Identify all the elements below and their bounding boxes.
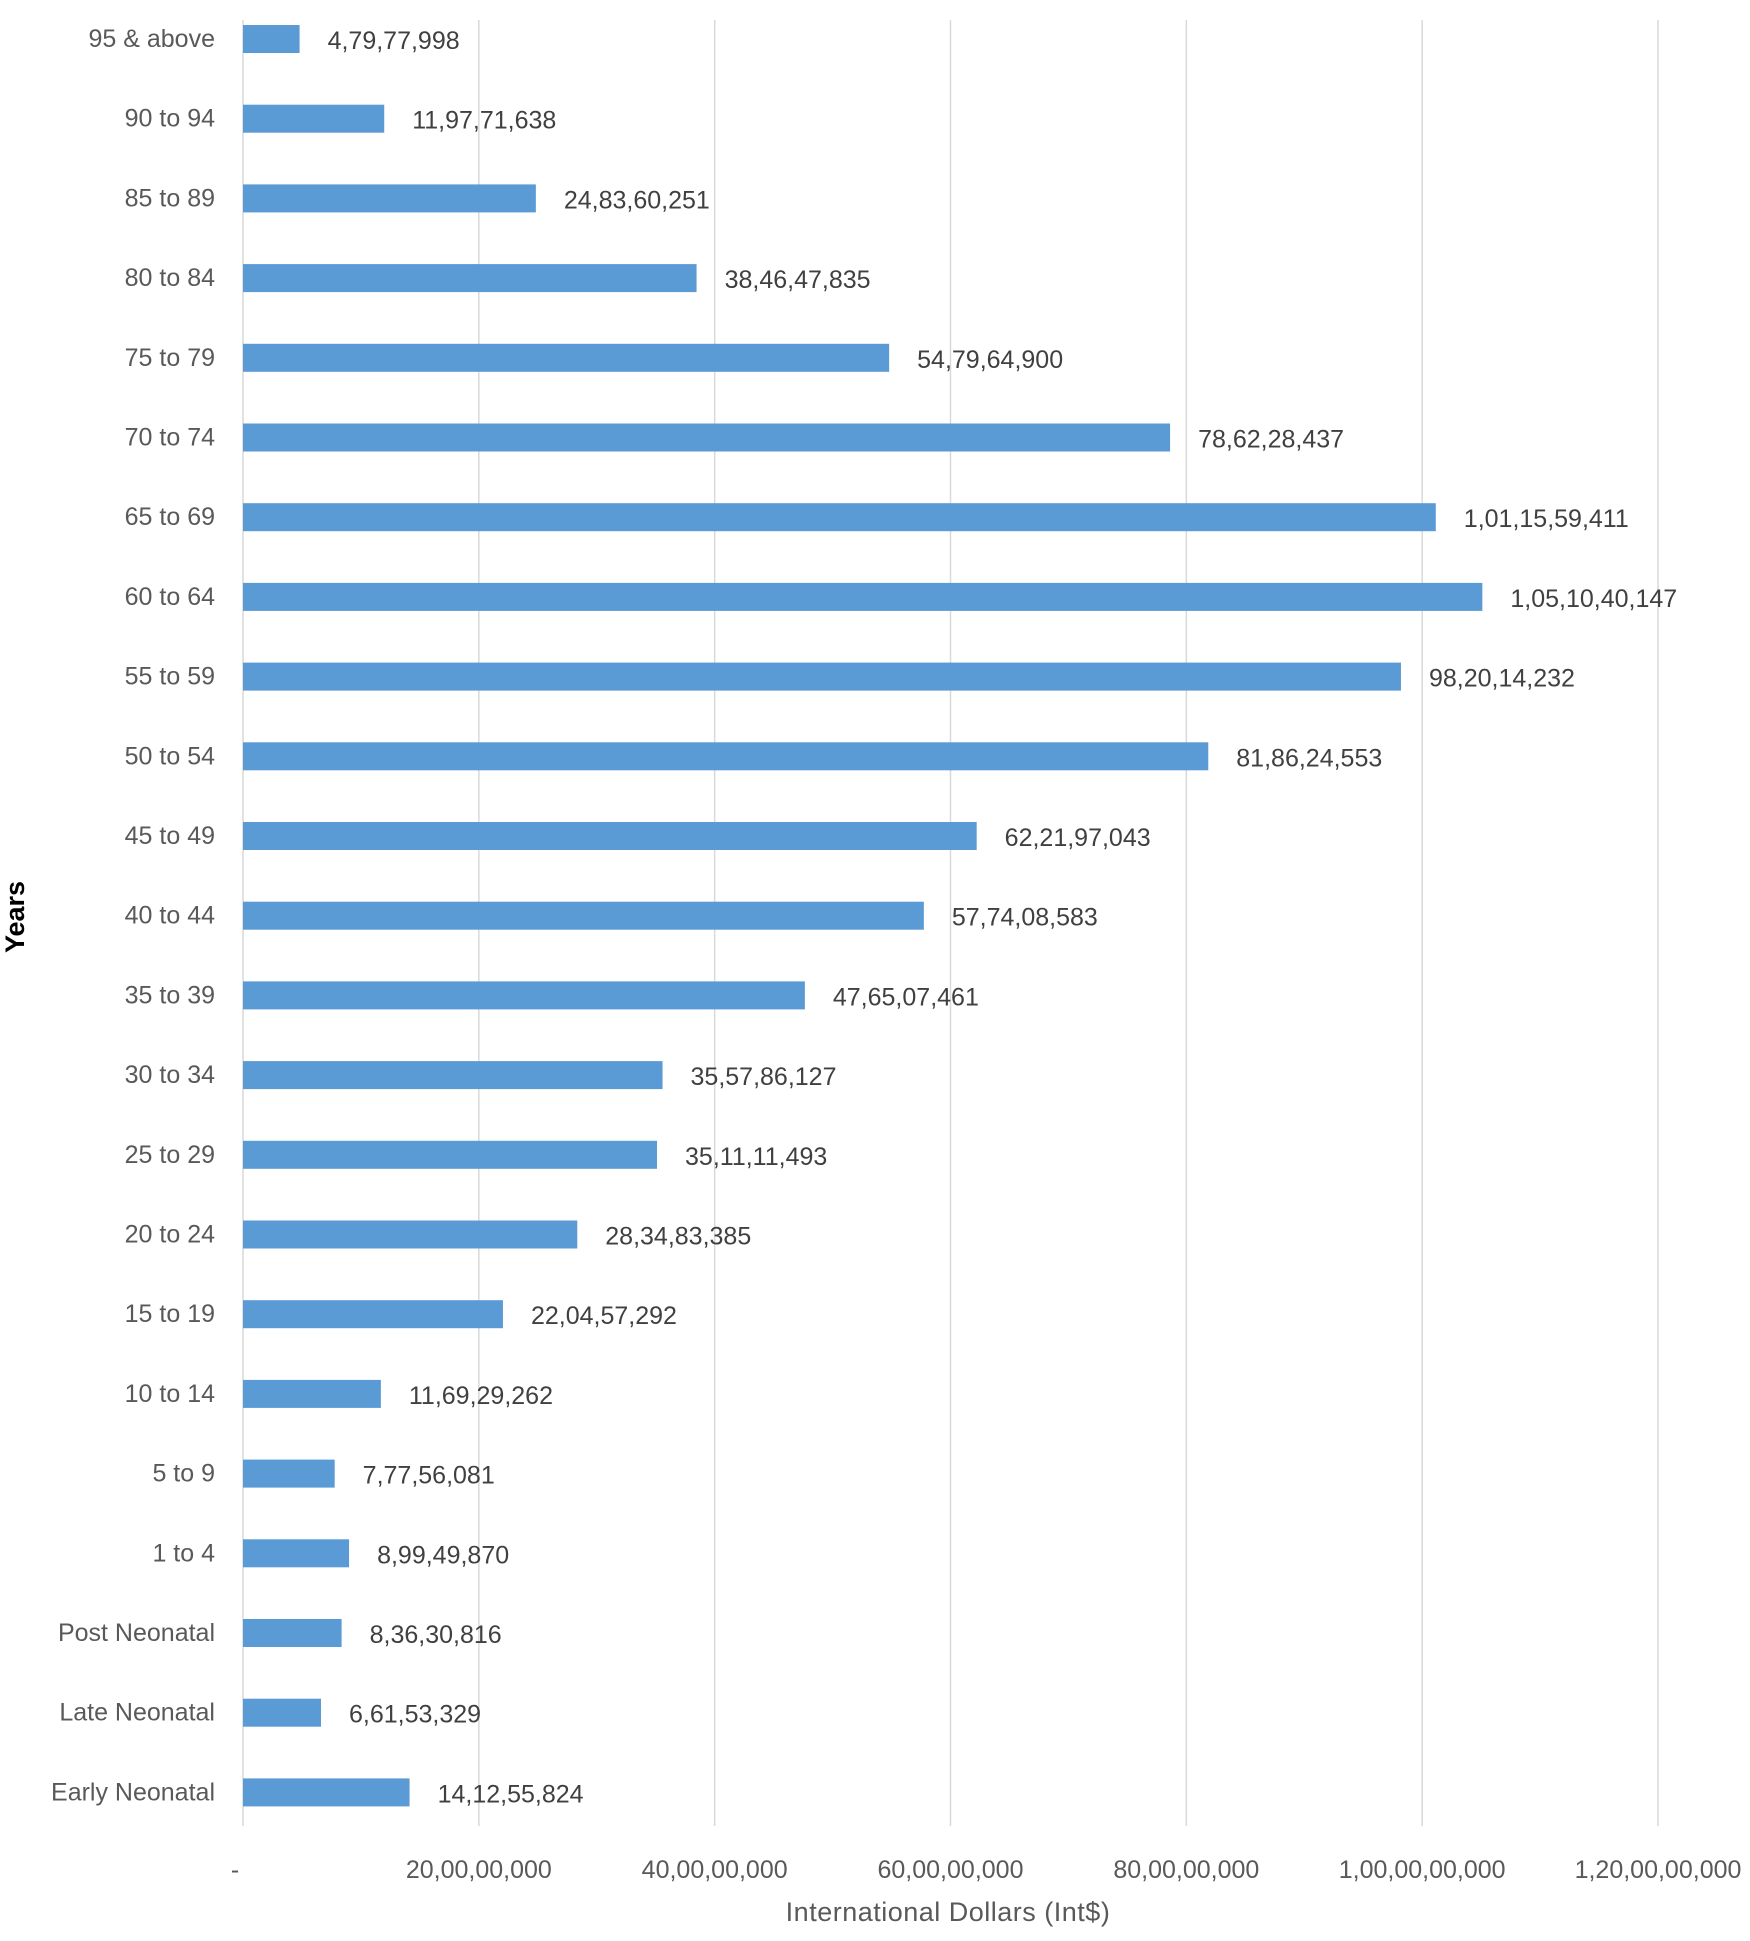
data-label: 22,04,57,292 (531, 1302, 677, 1330)
data-label: 47,65,07,461 (833, 983, 979, 1011)
data-label: 11,69,29,262 (409, 1382, 553, 1410)
data-label: 8,99,49,870 (377, 1541, 509, 1569)
bar (243, 1300, 503, 1329)
data-label: 28,34,83,385 (605, 1223, 751, 1251)
x-tick-label: 40,00,00,000 (642, 1856, 788, 1884)
bar (243, 742, 1209, 771)
category-label: 65 to 69 (125, 503, 215, 531)
category-label: 90 to 94 (125, 105, 215, 133)
data-label: 11,97,71,638 (412, 107, 556, 135)
data-label: 57,74,08,583 (952, 904, 1098, 932)
category-label: 45 to 49 (125, 822, 215, 850)
category-label: Early Neonatal (51, 1778, 215, 1806)
bar (243, 1619, 342, 1647)
category-label: 15 to 19 (125, 1300, 215, 1328)
category-label: 50 to 54 (125, 742, 215, 770)
data-label: 38,46,47,835 (725, 266, 871, 294)
data-label: 8,36,30,816 (370, 1621, 502, 1649)
bar (243, 1459, 335, 1488)
bar (243, 423, 1171, 452)
data-label: 62,21,97,043 (1005, 824, 1151, 852)
bars (243, 25, 1483, 1807)
bar (243, 662, 1401, 691)
bar (243, 264, 697, 293)
data-label: 1,05,10,40,147 (1510, 585, 1677, 613)
x-axis-title: International Dollars (Int$) (786, 1897, 1111, 1927)
bar (243, 822, 977, 850)
data-label: 35,11,11,493 (685, 1143, 827, 1171)
bar (243, 1220, 578, 1249)
bar (243, 1061, 663, 1090)
data-label: 81,86,24,553 (1236, 744, 1382, 772)
category-label: 20 to 24 (125, 1221, 215, 1249)
bar (243, 1698, 322, 1727)
bar (243, 981, 805, 1010)
bar (243, 104, 385, 133)
bar (243, 901, 924, 930)
category-label: 30 to 34 (125, 1061, 215, 1089)
data-label: 54,79,64,900 (917, 346, 1063, 374)
category-label: 35 to 39 (125, 981, 215, 1009)
category-label: 80 to 84 (125, 264, 215, 292)
bar (243, 1379, 381, 1408)
category-label: 85 to 89 (125, 184, 215, 212)
data-label: 78,62,28,437 (1198, 426, 1344, 454)
category-label: Late Neonatal (59, 1699, 215, 1727)
bar (243, 343, 890, 372)
data-label: 1,01,15,59,411 (1464, 505, 1629, 533)
data-label: 7,77,56,081 (363, 1462, 495, 1490)
x-tick-label: 20,00,00,000 (406, 1856, 552, 1884)
bar (243, 1140, 658, 1169)
data-label: 4,79,77,998 (328, 27, 460, 55)
x-tick-label: 80,00,00,000 (1113, 1856, 1259, 1884)
data-label: 98,20,14,232 (1429, 665, 1575, 693)
category-label: 25 to 29 (125, 1141, 215, 1169)
y-axis-title: Years (0, 881, 30, 953)
x-tick-label: - (231, 1856, 239, 1884)
x-tick-label: 60,00,00,000 (878, 1856, 1024, 1884)
labels: - 20,00,00,000 40,00,00,000 60,00,00,000 80,… (51, 25, 1741, 1884)
bar (243, 1778, 410, 1807)
category-label: 10 to 14 (125, 1380, 215, 1408)
category-label: 75 to 79 (125, 344, 215, 372)
data-label: 6,61,53,329 (349, 1701, 481, 1729)
category-label: 95 & above (89, 25, 216, 53)
category-label: 70 to 74 (125, 424, 215, 452)
bar (243, 503, 1436, 532)
data-label: 35,57,86,127 (691, 1063, 837, 1091)
bar (243, 25, 300, 53)
bar (243, 1539, 350, 1568)
category-label: 40 to 44 (125, 902, 215, 930)
category-label: 60 to 64 (125, 583, 215, 611)
x-tick-label: 1,00,00,00,000 (1339, 1856, 1506, 1884)
data-label: 14,12,55,824 (438, 1780, 584, 1808)
bar (243, 582, 1483, 611)
category-label: 5 to 9 (152, 1460, 215, 1488)
category-label: 1 to 4 (152, 1539, 215, 1567)
category-label: Post Neonatal (58, 1619, 215, 1647)
category-label: 55 to 59 (125, 663, 215, 691)
data-label: 24,83,60,251 (564, 186, 710, 214)
gridlines (242, 20, 1659, 1826)
bar (243, 184, 536, 213)
x-tick-label: 1,20,00,00,000 (1575, 1856, 1742, 1884)
